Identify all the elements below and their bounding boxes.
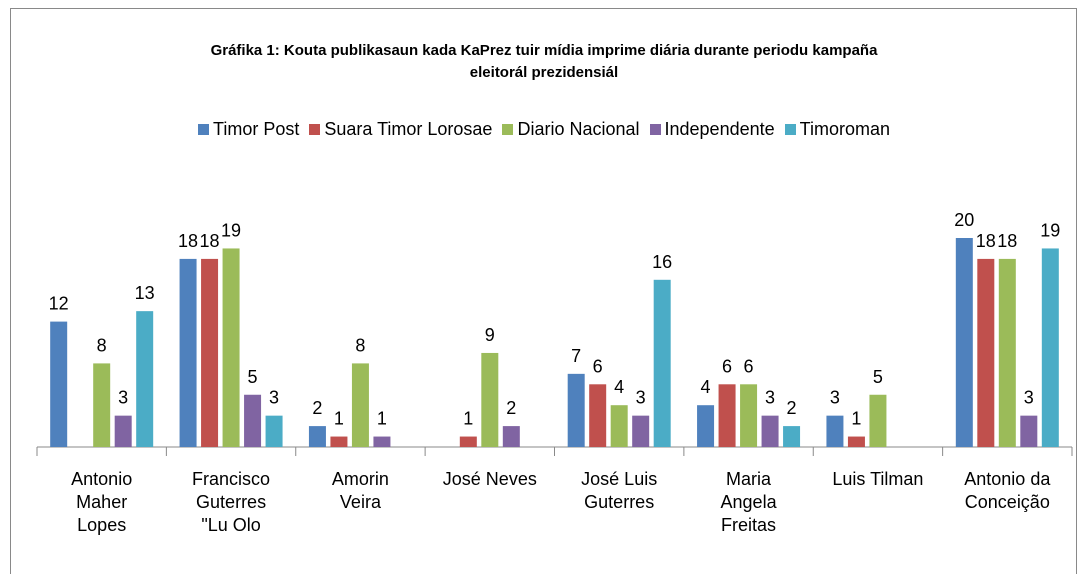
bar: [50, 321, 68, 447]
data-label: 18: [178, 231, 198, 251]
bar: [222, 248, 240, 447]
x-tick-label: Francisco Guterres "Lu Olo: [192, 469, 271, 535]
legend-label: Suara Timor Lorosae: [324, 119, 493, 139]
data-label: 4: [614, 377, 624, 397]
data-label: 8: [97, 335, 107, 355]
bar: [265, 415, 283, 447]
data-label: 9: [485, 325, 495, 345]
legend-swatch: [649, 124, 661, 135]
data-label: 4: [701, 377, 711, 397]
data-label: 3: [765, 388, 775, 408]
bar: [718, 384, 736, 447]
bar: [761, 415, 779, 447]
bar: [1020, 415, 1038, 447]
bar: [632, 415, 650, 447]
bar: [244, 394, 262, 447]
x-tick-label: Antonio Maher Lopes: [71, 469, 133, 535]
data-label: 16: [652, 252, 672, 272]
data-label: 3: [118, 388, 128, 408]
bar: [998, 258, 1016, 447]
data-label: 1: [851, 409, 861, 429]
data-label: 3: [830, 388, 840, 408]
x-tick-label: José Luis Guterres: [581, 469, 658, 512]
data-label: 18: [200, 231, 220, 251]
data-label: 1: [334, 409, 344, 429]
x-tick-label: Antonio da Conceição: [964, 469, 1051, 512]
data-label: 3: [269, 388, 279, 408]
bar: [481, 352, 499, 447]
bar: [783, 426, 801, 447]
data-label: 2: [787, 398, 797, 418]
legend-item: Timor Post: [198, 119, 299, 140]
bar: [977, 258, 995, 447]
data-label: 13: [135, 283, 155, 303]
x-tick-label: Luis Tilman: [832, 469, 924, 489]
data-label: 12: [49, 294, 69, 314]
bar: [847, 436, 865, 447]
legend-label: Timor Post: [213, 119, 300, 139]
bar: [330, 436, 348, 447]
bar: [351, 363, 369, 447]
data-label: 7: [571, 346, 581, 366]
legend-item: Independente: [649, 119, 775, 140]
chart-title: Gráfika 1: Kouta publikasaun kada KaPrez…: [210, 42, 878, 81]
bar: [1041, 248, 1059, 447]
x-tick-label: Maria Angela Freitas: [720, 469, 777, 535]
bar: [136, 311, 154, 447]
data-label: 1: [377, 409, 387, 429]
bar: [114, 415, 132, 447]
x-tick-label: José Neves: [442, 469, 537, 489]
data-label: 2: [506, 398, 516, 418]
data-label: 6: [722, 356, 732, 376]
legend-label: Timoroman: [799, 119, 890, 139]
bar: [93, 363, 111, 447]
chart-frame: [10, 8, 1077, 574]
bar: [955, 238, 973, 447]
bar: [869, 394, 887, 447]
bar: [697, 405, 715, 447]
bar: [653, 279, 671, 447]
bar: [567, 373, 585, 447]
data-label: 18: [997, 231, 1017, 251]
data-label: 2: [312, 398, 322, 418]
legend-swatch: [784, 124, 796, 135]
data-label: 6: [593, 356, 603, 376]
legend-item: Timoroman: [784, 119, 890, 140]
data-label: 5: [248, 367, 258, 387]
legend: Timor Post Suara Timor Lorosae Diario Naci…: [0, 119, 1088, 140]
bar: [826, 415, 844, 447]
data-label: 6: [744, 356, 754, 376]
bar: [308, 426, 326, 447]
legend-swatch: [502, 124, 514, 135]
legend-item: Suara Timor Lorosae: [309, 119, 492, 140]
data-label: 8: [355, 335, 365, 355]
bar: [589, 384, 607, 447]
data-label: 19: [221, 220, 241, 240]
bar: [179, 258, 197, 447]
data-label: 3: [1024, 388, 1034, 408]
bar: [740, 384, 758, 447]
x-tick-label: Amorin Veira: [331, 469, 389, 512]
bar: [373, 436, 391, 447]
bar: [502, 426, 520, 447]
legend-swatch: [198, 124, 210, 135]
data-label: 1: [463, 409, 473, 429]
data-label: 3: [636, 388, 646, 408]
data-label: 18: [976, 231, 996, 251]
legend-label: Independente: [664, 119, 775, 139]
legend-item: Diario Nacional: [502, 119, 640, 140]
data-label: 19: [1040, 220, 1060, 240]
data-label: 20: [954, 210, 974, 230]
legend-swatch: [309, 124, 321, 135]
legend-label: Diario Nacional: [517, 119, 640, 139]
bar: [459, 436, 477, 447]
data-label: 5: [873, 367, 883, 387]
bar: [201, 258, 219, 447]
bar: [610, 405, 628, 447]
